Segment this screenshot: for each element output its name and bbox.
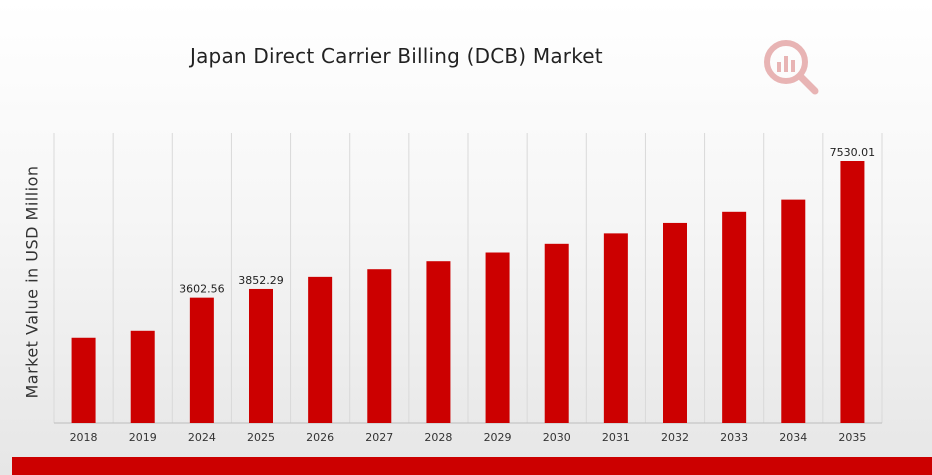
x-tick-label: 2032 <box>661 431 689 444</box>
data-label: 3602.56 <box>179 283 225 296</box>
x-tick-label: 2030 <box>543 431 571 444</box>
x-tick-label: 2028 <box>424 431 452 444</box>
x-tick-label: 2025 <box>247 431 275 444</box>
x-tick-label: 2035 <box>838 431 866 444</box>
bar-2032 <box>663 222 687 423</box>
x-tick-label: 2019 <box>129 431 157 444</box>
data-label: 7530.01 <box>830 146 876 159</box>
bar-2025 <box>249 288 273 423</box>
chart-title: Japan Direct Carrier Billing (DCB) Marke… <box>190 44 603 68</box>
x-tick-label: 2027 <box>365 431 393 444</box>
x-tick-label: 2033 <box>720 431 748 444</box>
x-tick-label: 2026 <box>306 431 334 444</box>
x-tick-label: 2024 <box>188 431 216 444</box>
x-tick-label: 2018 <box>70 431 98 444</box>
data-label: 3852.29 <box>238 274 284 287</box>
x-tick-label: 2029 <box>484 431 512 444</box>
bar-2018 <box>71 337 96 423</box>
bar-2033 <box>722 211 747 423</box>
bar-2034 <box>781 199 806 423</box>
bar-2024 <box>189 297 214 423</box>
bar-2030 <box>544 243 569 423</box>
x-tick-label: 2034 <box>779 431 807 444</box>
bar-2026 <box>308 276 333 423</box>
bar-2029 <box>485 252 510 423</box>
bar-2031 <box>603 233 628 423</box>
x-tick-label: 2031 <box>602 431 630 444</box>
bar-2027 <box>367 269 392 423</box>
bar-2019 <box>130 330 155 423</box>
magnifier-bar-chart-logo-icon <box>764 40 819 95</box>
bar-2035 <box>840 161 865 423</box>
bottom-accent-bar <box>12 457 932 475</box>
bar-2028 <box>426 261 451 423</box>
